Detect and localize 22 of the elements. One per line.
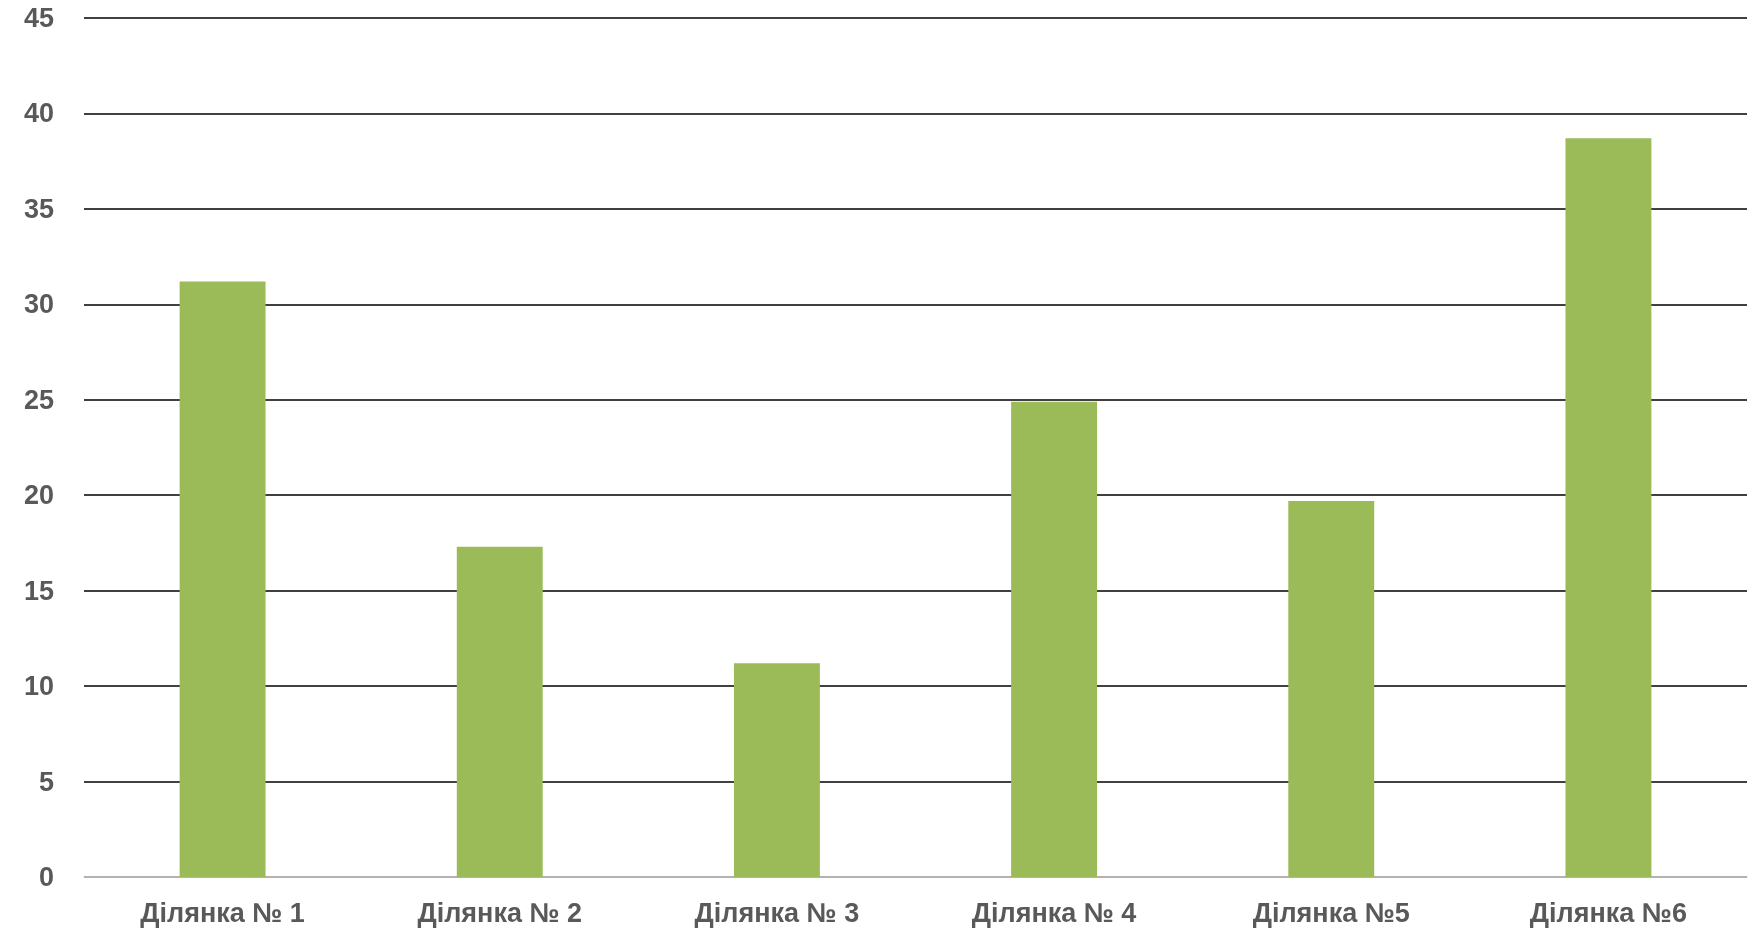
bar [1288,500,1375,877]
y-tick-label: 30 [23,289,54,320]
y-tick-label: 25 [23,384,54,415]
y-tick-label: 35 [23,193,54,224]
y-tick-label: 20 [23,480,54,511]
bar [1011,401,1098,877]
y-tick-label: 45 [23,3,54,33]
bar [1565,138,1652,877]
bar [456,546,543,877]
x-tick-label: Ділянка № 4 [971,897,1137,928]
x-tick-label: Ділянка № 1 [140,897,305,928]
bar [179,281,266,877]
y-tick-label: 5 [38,766,54,797]
y-tick-label: 15 [23,575,54,606]
x-tick-label: Ділянка №6 [1529,897,1687,928]
y-tick-label: 10 [23,671,54,702]
x-tick-label: Ділянка № 3 [694,897,860,928]
x-tick-label: Ділянка №5 [1252,897,1410,928]
x-tick-label: Ділянка № 2 [417,897,583,928]
bar [733,663,820,877]
y-tick-label: 0 [38,862,54,892]
y-tick-label: 40 [23,98,54,129]
